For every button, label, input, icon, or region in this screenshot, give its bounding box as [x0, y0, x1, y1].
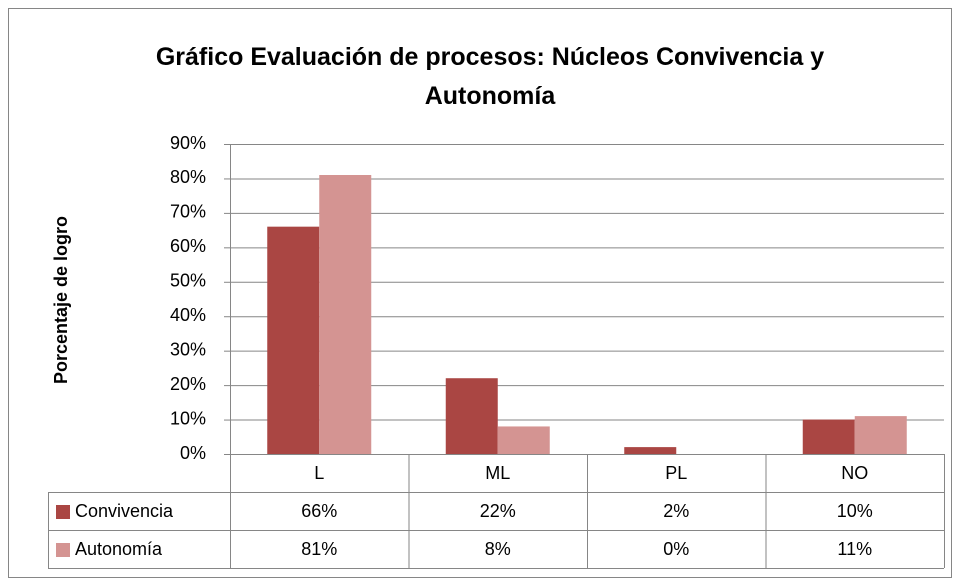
- legend-label: Convivencia: [75, 501, 174, 521]
- bar: [319, 175, 372, 454]
- data-label: 66%: [301, 501, 337, 521]
- y-tick-label: 60%: [170, 236, 206, 256]
- bar: [624, 447, 677, 454]
- y-tick-label: 80%: [170, 167, 206, 187]
- y-tick-label: 10%: [170, 408, 206, 428]
- legend-label: Autonomía: [75, 539, 163, 559]
- x-tick-label: PL: [665, 463, 687, 483]
- data-label: 0%: [663, 539, 689, 559]
- legend-key: [56, 543, 70, 557]
- y-axis-label: Porcentaje de logro: [51, 216, 71, 384]
- y-tick-label: 50%: [170, 271, 206, 291]
- chart-title: Gráfico Evaluación de procesos: Núcleos …: [155, 43, 825, 110]
- y-tick-label: 30%: [170, 339, 206, 359]
- bar: [445, 378, 498, 454]
- y-tick-label: 70%: [170, 202, 206, 222]
- data-label: 11%: [837, 539, 872, 559]
- bar: [802, 419, 855, 454]
- data-label: 81%: [301, 539, 337, 559]
- data-label: 2%: [663, 501, 689, 521]
- bar: [497, 426, 550, 454]
- bar: [854, 416, 907, 454]
- x-tick-label: L: [314, 463, 324, 483]
- y-tick-label: 40%: [170, 305, 206, 325]
- x-tick-label: ML: [485, 463, 510, 483]
- legend-key: [56, 505, 70, 519]
- y-tick-label: 0%: [180, 443, 206, 463]
- y-tick-label: 90%: [170, 133, 206, 153]
- bar: [267, 226, 320, 454]
- y-tick-label: 20%: [170, 374, 206, 394]
- x-tick-label: NO: [841, 463, 868, 483]
- data-label: 22%: [480, 501, 516, 521]
- data-label: 8%: [485, 539, 511, 559]
- data-label: 10%: [837, 501, 873, 521]
- chart-border: [8, 8, 952, 578]
